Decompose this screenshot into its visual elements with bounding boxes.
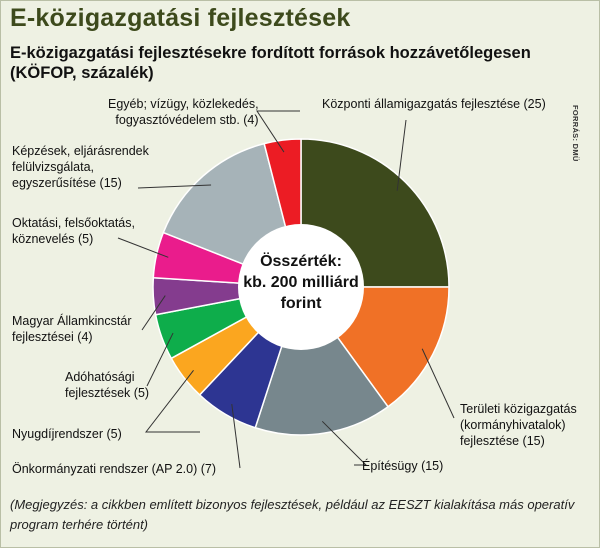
label-other: Egyéb; vízügy, közlekedés, fogyasztóvéde… <box>108 97 259 127</box>
leader-line-9 <box>137 184 212 189</box>
chart-subtitle: E-közigazgatási fejlesztésekre fordított… <box>10 44 531 82</box>
label-education: Oktatási, felsőoktatás, köznevelés (5) <box>12 216 135 246</box>
leader-line-7 <box>141 295 166 331</box>
leader-line-5 <box>144 370 200 433</box>
donut-hole <box>238 224 364 350</box>
leader-line-6 <box>146 332 174 387</box>
chart-title: E-közigazgatási fejlesztések <box>10 4 351 32</box>
leader-line-4 <box>231 403 241 469</box>
label-treasury: Magyar Államkincstár fejlesztései (4) <box>12 314 132 344</box>
label-tax: Adóhatósági fejlesztések (5) <box>65 370 150 400</box>
center-line-3: forint <box>280 295 322 312</box>
leader-line-1 <box>396 119 407 191</box>
label-central: Központi államigazgatás fejlesztése (25) <box>322 97 546 111</box>
leader-line-3 <box>321 420 368 466</box>
label-training: Képzések, eljárásrendek felülvizsgálata,… <box>12 144 149 190</box>
label-pension: Nyugdíjrendszer (5) <box>12 427 122 441</box>
center-line-2: kb. 200 milliárd <box>243 274 359 291</box>
label-territorial: Területi közigazgatás (kormányhivatalok)… <box>460 402 577 448</box>
label-municipal: Önkormányzati rendszer (AP 2.0) (7) <box>12 462 217 476</box>
leader-line-2 <box>421 348 455 419</box>
leader-line-8 <box>117 237 169 258</box>
donut-center-label: Összérték: kb. 200 milliárd forint <box>243 251 359 314</box>
center-line-1: Összérték: <box>260 253 342 270</box>
footnote: (Megjegyzés: a cikkben említett bizonyos… <box>10 497 575 532</box>
leader-line-10 <box>256 110 300 153</box>
label-construction: Építésügy (15) <box>362 459 444 473</box>
